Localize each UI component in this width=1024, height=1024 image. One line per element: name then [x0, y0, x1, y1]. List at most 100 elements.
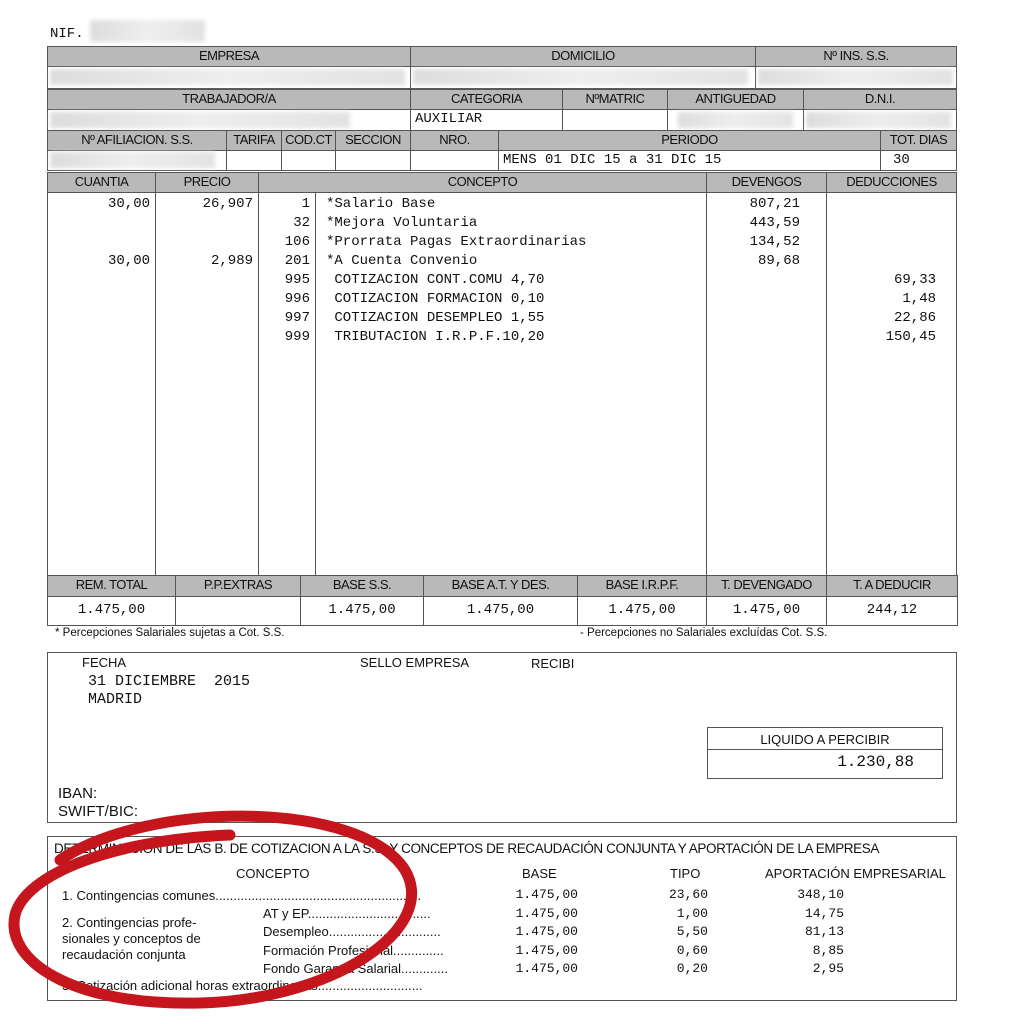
antiguedad-value [667, 109, 804, 131]
header-seccion: SECCION [335, 130, 411, 151]
header-empresa: EMPRESA [47, 46, 411, 67]
bases-base: 1.475,00 [515, 961, 578, 976]
line-code: 996 [284, 291, 310, 307]
totals-value: 1.475,00 [423, 596, 578, 626]
col-aportacion: APORTACIÓN EMPRESARIAL [765, 866, 946, 881]
line-precio: 2,989 [210, 253, 253, 269]
line-row: 999 TRIBUTACION I.R.P.F.10,20 150,45 [48, 329, 956, 348]
totals-header: REM. TOTAL [47, 575, 176, 597]
seccion-value [335, 150, 411, 171]
totals-value: 1.475,00 [47, 596, 176, 626]
col-tipo: TIPO [670, 866, 701, 881]
lines-body: 30,00 26,907 1 *Salario Base 807,21 32 *Mejora… [47, 192, 957, 576]
line-code: 106 [284, 234, 310, 250]
trabajador-value [47, 109, 411, 131]
header-categoria: CATEGORIA [410, 89, 563, 110]
totals-header: BASE S.S. [300, 575, 424, 597]
nmatric-value [562, 109, 668, 131]
fecha-label: FECHA [82, 655, 127, 670]
header-trabajador: TRABAJADOR/A [47, 89, 411, 110]
header-precio: PRECIO [155, 172, 259, 193]
bases-tipo: 0,60 [676, 942, 708, 958]
nif-label: NIF. [50, 26, 84, 42]
contingencias-comunes: 1. Contingencias comunes................… [62, 888, 422, 903]
totals-value: 1.475,00 [300, 596, 424, 626]
header-cuantia: CUANTIA [47, 172, 156, 193]
fecha-value: 31 DICIEMBRE 2015 [88, 673, 251, 690]
line-code: 995 [284, 272, 310, 288]
bases-box: DETERMINACION DE LAS B. DE COTIZACION A … [47, 836, 957, 1001]
header-nmatric: NºMATRIC [562, 89, 668, 110]
note-no-salariales: - Percepciones no Salariales excluídas C… [580, 627, 828, 639]
sello-label: SELLO EMPRESA [360, 655, 470, 670]
line-devengo: 89,68 [757, 253, 800, 269]
header-antiguedad: ANTIGUEDAD [667, 89, 804, 110]
header-nro: NRO. [410, 130, 499, 151]
line-code: 997 [284, 310, 310, 326]
header-tot-dias: TOT. DIAS [880, 130, 957, 151]
line-devengo: 807,21 [749, 196, 800, 212]
line-concepto: COTIZACION CONT.COMU 4,70 [326, 272, 545, 288]
line-concepto: *A Cuenta Convenio [326, 253, 478, 269]
cotizacion-horas-extra: 3. Cotización adicional horas extraordin… [62, 978, 423, 993]
dni-value [803, 109, 957, 131]
line-row: 995 COTIZACION CONT.COMU 4,70 69,33 [48, 272, 956, 291]
tot-dias-value: 30 [880, 150, 957, 171]
header-deducciones: DEDUCCIONES [826, 172, 957, 193]
bases-aport: 2,95 [812, 961, 844, 976]
bases-aport: 348,10 [797, 887, 844, 902]
line-cuantia: 30,00 [107, 196, 150, 212]
header-codct: COD.CT [281, 130, 336, 151]
line-deduccion: 1,48 [902, 291, 936, 307]
line-deduccion: 69,33 [893, 272, 936, 288]
swift-label: SWIFT/BIC: [58, 803, 138, 820]
iban-label: IBAN: [58, 785, 98, 802]
header-afiliacion: Nº AFILIACION. S.S. [47, 130, 227, 151]
bases-aport: 81,13 [804, 924, 844, 939]
line-deduccion: 150,45 [885, 329, 936, 345]
line-deduccion: 22,86 [893, 310, 936, 326]
bases-title: DETERMINACION DE LAS B. DE COTIZACION A … [54, 841, 879, 856]
line-devengo: 134,52 [749, 234, 800, 250]
line-code: 1 [301, 196, 310, 212]
signature-box: FECHA 31 DICIEMBRE 2015 MADRID SELLO EMP… [47, 652, 957, 823]
liquido-value: 1.230,88 [837, 753, 914, 771]
bases-base: 1.475,00 [515, 942, 578, 958]
col-base: BASE [522, 866, 557, 881]
recibi-label: RECIBI [531, 656, 575, 671]
codct-value [281, 150, 336, 171]
bases-base: 1.475,00 [515, 924, 578, 939]
totals-header: BASE A.T. Y DES. [423, 575, 578, 597]
bases-aport: 14,75 [804, 905, 844, 921]
bases-tipo: 23,60 [668, 887, 708, 902]
bases-label: Formación Profesional.............. [263, 942, 444, 958]
header-domicilio: DOMICILIO [410, 46, 756, 67]
afiliacion-value [47, 150, 227, 171]
line-concepto: COTIZACION FORMACION 0,10 [326, 291, 545, 307]
line-row: 996 COTIZACION FORMACION 0,10 1,48 [48, 291, 956, 310]
bases-tipo: 1,00 [676, 905, 708, 921]
line-code: 201 [284, 253, 310, 269]
line-concepto: *Prorrata Pagas Extraordinarias [326, 234, 587, 250]
nif-redacted [90, 20, 205, 42]
header-concepto: CONCEPTO [258, 172, 707, 193]
totals-header: BASE I.R.P.F. [577, 575, 707, 597]
line-row: 30,00 2,989 201 *A Cuenta Convenio 89,68 [48, 253, 956, 272]
totals-value: 1.475,00 [706, 596, 827, 626]
empresa-value [47, 66, 411, 89]
ins-ss-value [755, 66, 957, 89]
line-concepto: COTIZACION DESEMPLEO 1,55 [326, 310, 545, 326]
line-concepto: TRIBUTACION I.R.P.F.10,20 [326, 329, 545, 345]
line-concepto: *Salario Base [326, 196, 436, 212]
line-cuantia: 30,00 [107, 253, 150, 269]
bases-tipo: 0,20 [676, 961, 708, 976]
header-ins-ss: Nº INS. S.S. [755, 46, 957, 67]
totals-header: T. A DEDUCIR [826, 575, 958, 597]
totals-value: 244,12 [826, 596, 958, 626]
header-dni: D.N.I. [803, 89, 957, 110]
contingencias-profesionales: 2. Contingencias profe-sionales y concep… [62, 915, 201, 962]
line-concepto: *Mejora Voluntaria [326, 215, 478, 231]
bases-base: 1.475,00 [515, 905, 578, 921]
header-periodo: PERIODO [498, 130, 881, 151]
